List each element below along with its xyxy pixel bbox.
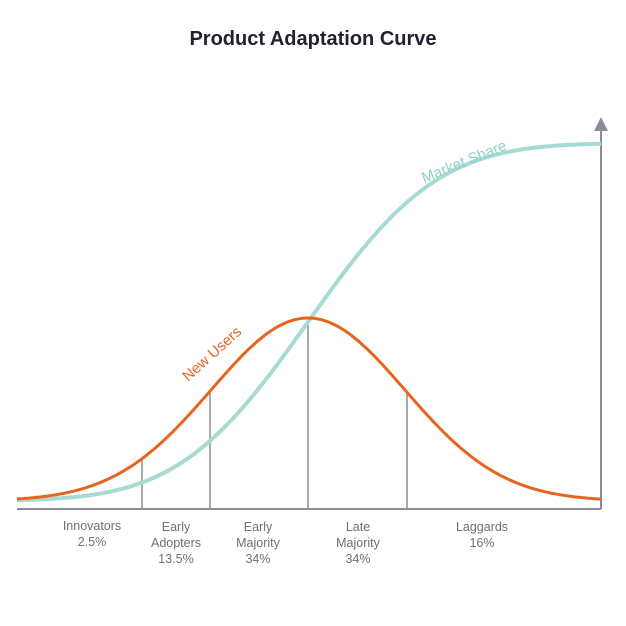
new-users-label: New Users xyxy=(179,323,245,385)
segment-label: Laggards 16% xyxy=(456,520,508,550)
segment-name: Adopters xyxy=(151,536,201,550)
segment-label: Early Majority 34% xyxy=(236,520,281,566)
segment-name: Innovators xyxy=(63,519,121,533)
market-share-label: Market Share xyxy=(419,137,509,186)
segment-name: Majority xyxy=(236,536,281,550)
segment-name: Early xyxy=(244,520,273,534)
segment-label: Innovators 2.5% xyxy=(63,519,121,549)
segment-name: Laggards xyxy=(456,520,508,534)
segment-percent: 34% xyxy=(245,552,270,566)
segment-name: Early xyxy=(162,520,191,534)
market-share-curve xyxy=(17,141,602,503)
segment-name: Late xyxy=(346,520,370,534)
segment-percent: 13.5% xyxy=(158,552,193,566)
new-users-curve xyxy=(16,316,602,501)
segment-percent: 16% xyxy=(469,536,494,550)
segment-label: Early Adopters 13.5% xyxy=(151,520,201,566)
segment-percent: 34% xyxy=(345,552,370,566)
segment-label: Late Majority 34% xyxy=(336,520,381,566)
segment-name: Majority xyxy=(336,536,381,550)
y-axis-arrow-icon xyxy=(594,117,608,131)
chart-title: Product Adaptation Curve xyxy=(189,28,437,50)
segment-percent: 2.5% xyxy=(78,535,107,549)
